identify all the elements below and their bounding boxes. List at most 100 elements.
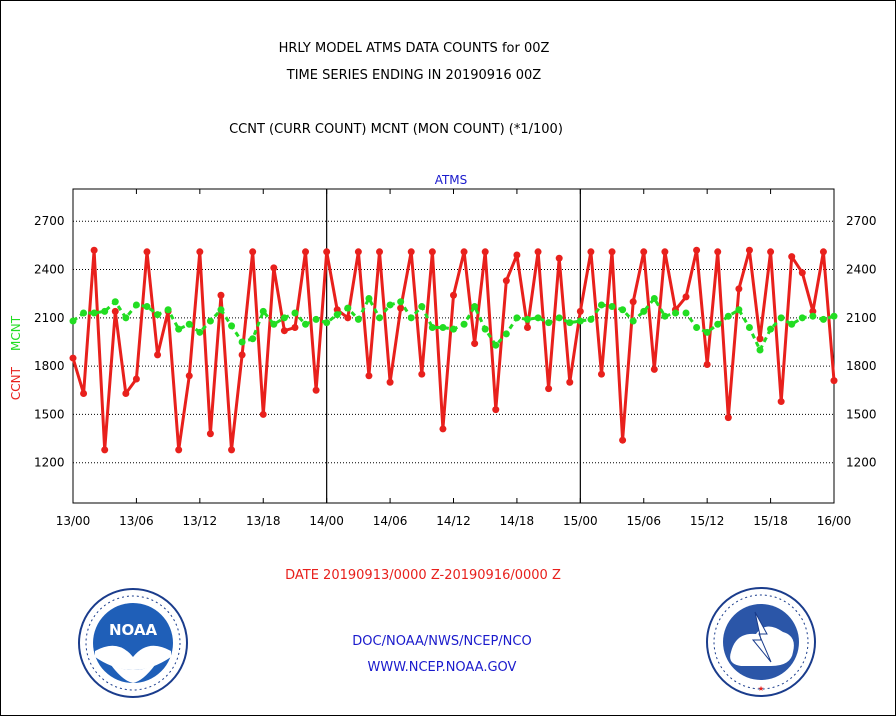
data-point-mcnt bbox=[492, 341, 500, 349]
y-ticks-right: 1200 1500 1800 2100 2400 2700 bbox=[846, 214, 877, 470]
data-point-mcnt bbox=[788, 320, 796, 328]
data-point-mcnt bbox=[228, 322, 236, 330]
data-point-ccnt bbox=[650, 365, 658, 373]
data-point-mcnt bbox=[101, 307, 109, 315]
series-mcnt bbox=[69, 294, 838, 354]
data-point-ccnt bbox=[259, 410, 267, 418]
data-point-mcnt bbox=[714, 320, 722, 328]
data-point-mcnt bbox=[143, 303, 151, 311]
data-point-ccnt bbox=[291, 323, 299, 331]
nws-logo-star: ★ bbox=[758, 683, 764, 694]
data-point-mcnt bbox=[365, 294, 373, 302]
data-point-mcnt bbox=[703, 328, 711, 336]
y-tick-label-left: 2100 bbox=[34, 311, 65, 325]
data-point-ccnt bbox=[302, 248, 310, 256]
data-point-ccnt bbox=[132, 375, 140, 383]
y-tick-label-right: 1500 bbox=[846, 407, 877, 421]
x-tick-label: 15/00 bbox=[563, 514, 598, 528]
data-point-ccnt bbox=[407, 248, 415, 256]
data-point-ccnt bbox=[767, 248, 775, 256]
data-point-ccnt bbox=[629, 298, 637, 306]
data-point-ccnt bbox=[333, 306, 341, 314]
data-point-ccnt bbox=[344, 314, 352, 322]
data-point-mcnt bbox=[693, 323, 701, 331]
x-tick-label: 16/00 bbox=[817, 514, 852, 528]
data-point-ccnt bbox=[196, 248, 204, 256]
data-point-mcnt bbox=[830, 312, 838, 320]
data-point-mcnt bbox=[80, 309, 88, 317]
data-point-mcnt bbox=[767, 325, 775, 333]
data-point-mcnt bbox=[523, 315, 531, 323]
data-point-ccnt bbox=[619, 436, 627, 444]
data-point-mcnt bbox=[471, 303, 479, 311]
data-point-mcnt bbox=[513, 314, 521, 322]
data-point-ccnt bbox=[735, 285, 743, 293]
data-point-mcnt bbox=[217, 306, 225, 314]
chart-title: HRLY MODEL ATMS DATA COUNTS for 00Z bbox=[279, 41, 550, 56]
data-point-mcnt bbox=[619, 306, 627, 314]
y-tick-label-right: 2700 bbox=[846, 214, 877, 228]
data-point-mcnt bbox=[460, 320, 468, 328]
data-point-mcnt bbox=[175, 325, 183, 333]
series-ccnt bbox=[69, 246, 838, 454]
data-point-mcnt bbox=[724, 312, 732, 320]
x-tick-label: 13/00 bbox=[56, 514, 91, 528]
chart-subtitle: TIME SERIES ENDING IN 20190916 00Z bbox=[286, 68, 542, 83]
data-point-ccnt bbox=[228, 446, 236, 454]
data-point-ccnt bbox=[397, 304, 405, 312]
data-point-mcnt bbox=[323, 319, 331, 327]
data-point-mcnt bbox=[650, 294, 658, 302]
data-point-mcnt bbox=[344, 304, 352, 312]
series-layer bbox=[69, 246, 838, 454]
data-point-ccnt bbox=[576, 307, 584, 315]
data-point-ccnt bbox=[471, 340, 479, 348]
data-point-mcnt bbox=[566, 319, 574, 327]
data-point-mcnt bbox=[90, 309, 98, 317]
data-point-mcnt bbox=[132, 301, 140, 309]
data-point-ccnt bbox=[376, 248, 384, 256]
data-point-mcnt bbox=[555, 314, 563, 322]
data-point-mcnt bbox=[640, 307, 648, 315]
x-tick-label: 13/12 bbox=[183, 514, 218, 528]
y-tick-label-right: 1200 bbox=[846, 456, 877, 470]
data-point-mcnt bbox=[534, 314, 542, 322]
data-point-ccnt bbox=[69, 354, 77, 362]
data-point-mcnt bbox=[608, 303, 616, 311]
y-tick-label-left: 1200 bbox=[34, 456, 65, 470]
data-point-mcnt bbox=[418, 303, 426, 311]
data-point-mcnt bbox=[735, 306, 743, 314]
x-axis-label: DATE 20190913/0000 Z-20190916/0000 Z bbox=[285, 568, 561, 583]
data-point-ccnt bbox=[661, 248, 669, 256]
data-point-mcnt bbox=[428, 323, 436, 331]
x-tick-label: 14/12 bbox=[436, 514, 471, 528]
data-point-mcnt bbox=[745, 323, 753, 331]
data-point-mcnt bbox=[671, 309, 679, 317]
data-point-mcnt bbox=[238, 338, 246, 346]
y-tick-label-left: 1800 bbox=[34, 359, 65, 373]
y-tick-label-left: 1500 bbox=[34, 407, 65, 421]
data-point-ccnt bbox=[788, 253, 796, 261]
y-tick-label-right: 2400 bbox=[846, 263, 877, 277]
data-point-ccnt bbox=[122, 390, 130, 398]
footer-agency: DOC/NOAA/NWS/NCEP/NCO bbox=[352, 634, 531, 649]
y-tick-label-right: 2100 bbox=[846, 311, 877, 325]
data-point-ccnt bbox=[587, 248, 595, 256]
data-point-mcnt bbox=[270, 320, 278, 328]
data-point-mcnt bbox=[819, 315, 827, 323]
series-line-ccnt bbox=[71, 248, 836, 452]
data-point-mcnt bbox=[798, 314, 806, 322]
noaa-logo: NOAA bbox=[78, 588, 188, 698]
data-point-ccnt bbox=[597, 370, 605, 378]
data-point-mcnt bbox=[249, 335, 257, 343]
noaa-logo-label: NOAA bbox=[109, 621, 158, 639]
y-tick-label-right: 1800 bbox=[846, 359, 877, 373]
data-point-ccnt bbox=[80, 390, 88, 398]
data-point-ccnt bbox=[143, 248, 151, 256]
data-point-mcnt bbox=[597, 301, 605, 309]
data-point-ccnt bbox=[608, 248, 616, 256]
data-point-ccnt bbox=[566, 378, 574, 386]
data-point-mcnt bbox=[291, 309, 299, 317]
data-point-ccnt bbox=[714, 248, 722, 256]
data-point-ccnt bbox=[249, 248, 257, 256]
